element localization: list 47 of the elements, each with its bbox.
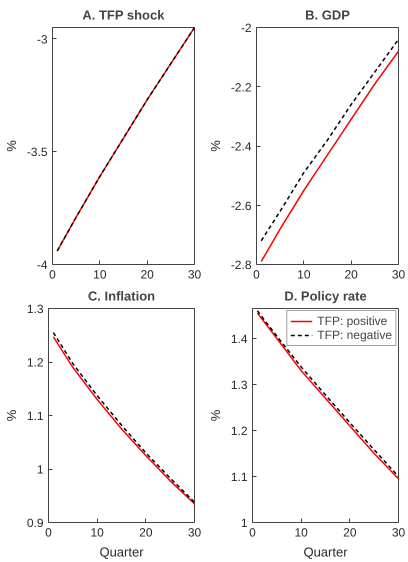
x-axis-title: Quarter: [99, 544, 144, 560]
x-tick-label: 10: [294, 526, 308, 540]
x-tick-label: 0: [45, 526, 52, 540]
y-tick-label: 1: [36, 462, 44, 476]
x-axis-title: Quarter: [303, 544, 348, 560]
y-tick-label: -2: [240, 21, 252, 35]
x-tick-label: 30: [392, 526, 406, 540]
x-tick-label: 20: [344, 268, 358, 282]
x-tick-label: 10: [297, 268, 311, 282]
line-series: [56, 28, 194, 252]
x-tick-label: 20: [139, 526, 153, 540]
y-tick-label: -3.5: [26, 145, 48, 160]
y-tick-label: -2.4: [230, 140, 252, 154]
chart-title: D. Policy rate: [284, 288, 367, 304]
x-tick-label: 10: [93, 268, 107, 282]
chart-title: A. TFP shock: [82, 8, 166, 22]
chart-title: B. GDP: [305, 8, 350, 22]
x-tick-label: 20: [140, 268, 154, 282]
chart-title: C. Inflation: [88, 288, 156, 304]
y-tick-label: 1.3: [230, 378, 248, 392]
y-tick-label: 1.2: [26, 356, 44, 370]
y-tick-label: 1.2: [230, 424, 248, 438]
legend-label: TFP: positive: [317, 314, 388, 328]
y-axis-title: %: [4, 409, 19, 422]
y-tick-label: -4: [36, 258, 48, 272]
y-tick-label: 1.1: [230, 470, 248, 484]
y-tick-label: -2.2: [230, 80, 252, 94]
x-tick-label: 30: [392, 268, 406, 282]
x-tick-label: 0: [49, 268, 56, 282]
y-axis-title: %: [208, 140, 223, 152]
x-tick-label: 0: [249, 526, 256, 540]
legend-label: TFP: negative: [317, 328, 392, 342]
x-tick-label: 20: [343, 526, 357, 540]
x-tick-label: 30: [188, 526, 202, 540]
y-tick-label: 1.4: [230, 332, 248, 346]
x-tick-label: 0: [253, 268, 260, 282]
y-axis-title: %: [4, 140, 19, 152]
y-tick-label: -3: [36, 32, 48, 46]
y-tick-label: 0.9: [26, 516, 44, 530]
y-tick-label: -2.8: [230, 258, 252, 272]
x-tick-label: 30: [188, 268, 202, 282]
y-axis-title: %: [208, 409, 223, 422]
y-tick-label: -2.6: [230, 198, 252, 213]
y-tick-label: 1.3: [26, 302, 44, 316]
y-tick-label: 1: [240, 516, 248, 530]
y-tick-label: 1.1: [26, 409, 44, 423]
x-tick-label: 10: [90, 526, 104, 540]
